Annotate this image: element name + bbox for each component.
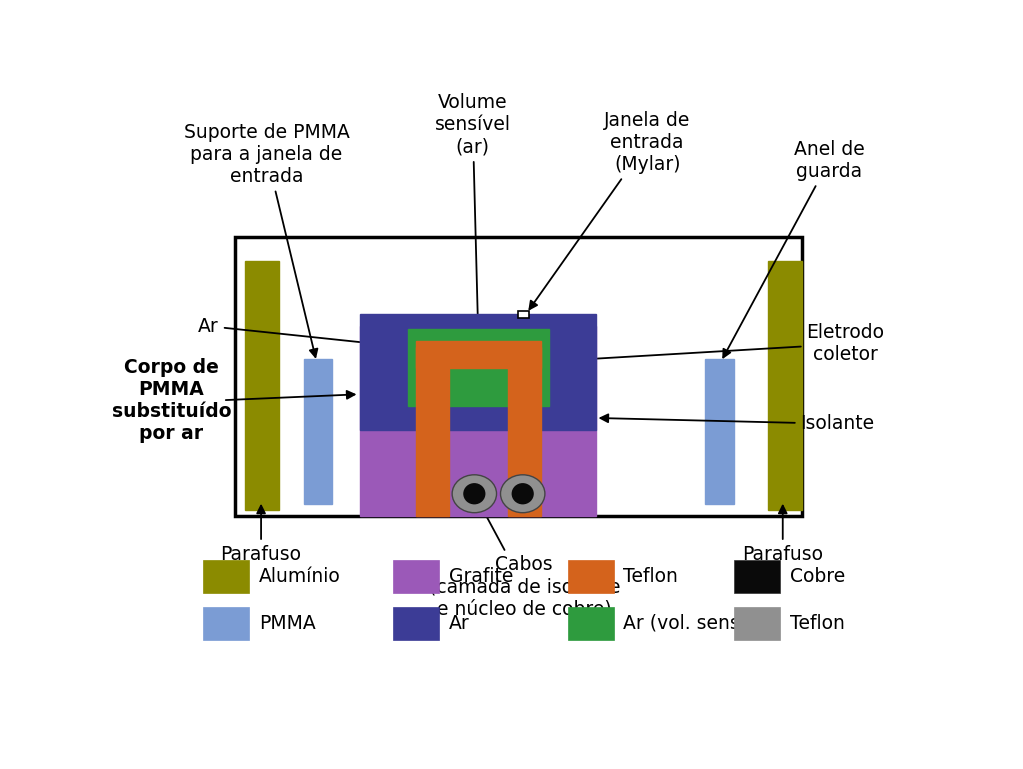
Text: Ar: Ar [449, 614, 470, 633]
Bar [204, 560, 250, 593]
Bar [360, 326, 596, 516]
Bar [568, 608, 614, 640]
Text: Ar: Ar [198, 317, 401, 349]
Bar [394, 560, 440, 593]
Text: Cobre: Cobre [790, 567, 845, 586]
Ellipse shape [500, 474, 545, 513]
Ellipse shape [452, 474, 496, 513]
Text: Parafuso: Parafuso [743, 506, 824, 564]
Bar [246, 261, 278, 510]
Text: Parafuso: Parafuso [221, 506, 302, 564]
Text: Janela de
entrada
(Mylar): Janela de entrada (Mylar) [530, 111, 691, 309]
Text: Grafite: Grafite [449, 567, 514, 586]
Bar [735, 560, 781, 593]
Bar [304, 358, 332, 504]
Bar [415, 347, 449, 516]
Text: Cabos
(camada de isolante
e núcleo de cobre): Cabos (camada de isolante e núcleo de co… [429, 498, 620, 618]
Text: Suporte de PMMA
para a janela de
entrada: Suporte de PMMA para a janela de entrada [184, 123, 350, 357]
Text: Ar (vol. sensível): Ar (vol. sensível) [623, 614, 781, 633]
Bar [394, 608, 440, 640]
Text: Teflon: Teflon [790, 614, 845, 633]
Bar [507, 347, 541, 516]
Text: Teflon: Teflon [623, 567, 678, 586]
Text: Anel de
guarda: Anel de guarda [723, 140, 864, 358]
Bar [408, 329, 549, 406]
Bar [568, 560, 614, 593]
Bar [360, 315, 596, 430]
Text: Volume
sensível
(ar): Volume sensível (ar) [435, 93, 510, 333]
Bar [415, 341, 541, 368]
Text: Eletrodo
coletor: Eletrodo coletor [549, 324, 884, 365]
Bar [235, 238, 802, 516]
Ellipse shape [512, 483, 534, 504]
Bar [204, 608, 250, 640]
Ellipse shape [463, 483, 486, 504]
Text: Isolante: Isolante [601, 414, 875, 434]
Text: PMMA: PMMA [259, 614, 315, 633]
Bar [735, 608, 781, 640]
Text: Alumínio: Alumínio [259, 567, 341, 586]
Bar [705, 358, 733, 504]
Bar [768, 261, 802, 510]
Text: Corpo de
PMMA
substituído
por ar: Corpo de PMMA substituído por ar [112, 358, 231, 443]
Bar [518, 311, 529, 318]
